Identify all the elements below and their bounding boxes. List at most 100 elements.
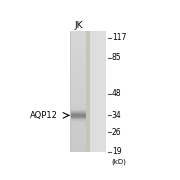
Bar	[71, 36, 86, 37]
Bar	[90, 135, 105, 136]
Bar	[71, 136, 86, 137]
Bar	[71, 90, 86, 91]
Bar	[90, 132, 105, 133]
Bar	[71, 47, 86, 48]
Bar	[71, 40, 86, 41]
Bar	[90, 81, 105, 82]
Bar	[71, 94, 86, 95]
Bar	[90, 130, 105, 131]
Bar	[90, 117, 105, 118]
Bar	[90, 41, 105, 42]
Bar	[71, 146, 86, 147]
Bar	[71, 55, 86, 56]
Bar	[71, 65, 86, 66]
Bar	[90, 124, 105, 125]
Bar	[90, 90, 105, 91]
Bar	[71, 71, 86, 72]
Bar	[90, 148, 105, 149]
Bar	[90, 59, 105, 60]
Bar	[90, 111, 105, 112]
Bar	[71, 49, 86, 50]
Bar	[71, 46, 86, 47]
Bar	[90, 39, 105, 40]
Bar	[71, 60, 86, 61]
Bar	[90, 103, 105, 104]
Bar	[90, 151, 105, 152]
Bar	[71, 151, 86, 152]
Bar	[71, 32, 86, 33]
Bar	[71, 144, 86, 145]
Bar	[71, 96, 86, 97]
Bar	[71, 102, 86, 103]
Bar	[71, 70, 86, 71]
Bar	[71, 42, 86, 43]
Bar	[90, 91, 105, 92]
Bar	[90, 55, 105, 56]
Bar	[71, 83, 86, 84]
Bar	[90, 83, 105, 84]
Bar	[71, 75, 86, 76]
Bar	[71, 140, 86, 141]
Bar	[71, 101, 86, 102]
Bar	[71, 56, 86, 57]
Bar	[71, 125, 86, 126]
Bar	[90, 48, 105, 49]
Bar	[90, 68, 105, 69]
Bar	[71, 116, 86, 117]
Bar	[90, 47, 105, 48]
Bar	[90, 80, 105, 81]
Bar	[71, 81, 86, 82]
Bar	[90, 126, 105, 127]
Bar	[90, 58, 105, 59]
Bar	[71, 131, 86, 132]
Bar	[71, 58, 86, 59]
Bar	[71, 117, 86, 118]
Bar	[71, 112, 86, 113]
Bar	[71, 34, 86, 35]
Bar	[90, 49, 105, 50]
Bar	[90, 79, 105, 80]
Bar	[90, 149, 105, 150]
Bar	[71, 111, 86, 112]
Bar	[71, 31, 86, 32]
Bar	[71, 124, 86, 125]
Bar	[90, 109, 105, 110]
Bar	[90, 121, 105, 122]
Bar	[71, 76, 86, 77]
Bar	[71, 61, 86, 62]
Bar	[90, 134, 105, 135]
Bar	[90, 71, 105, 72]
Text: (kD): (kD)	[112, 159, 127, 165]
Bar	[71, 57, 86, 58]
Bar	[71, 74, 86, 75]
Bar	[90, 147, 105, 148]
Bar	[90, 66, 105, 67]
Bar	[90, 137, 105, 138]
Bar	[90, 78, 105, 79]
Bar	[90, 104, 105, 105]
Bar	[90, 99, 105, 100]
Bar	[90, 106, 105, 107]
Bar	[90, 144, 105, 145]
Bar	[71, 82, 86, 83]
Bar	[71, 143, 86, 144]
Bar	[90, 136, 105, 137]
Bar	[71, 141, 86, 142]
Bar	[71, 69, 86, 70]
Bar	[71, 88, 86, 89]
Bar	[71, 50, 86, 51]
Bar	[71, 120, 86, 121]
Bar	[71, 107, 86, 108]
Bar	[71, 52, 86, 53]
Bar	[71, 51, 86, 52]
Bar	[71, 66, 86, 67]
Bar	[90, 142, 105, 143]
Bar	[90, 46, 105, 47]
Bar	[71, 91, 86, 92]
Bar	[90, 108, 105, 109]
Bar	[71, 72, 86, 73]
Bar	[90, 143, 105, 144]
Bar	[90, 32, 105, 33]
Bar	[71, 44, 86, 45]
Bar	[90, 118, 105, 119]
